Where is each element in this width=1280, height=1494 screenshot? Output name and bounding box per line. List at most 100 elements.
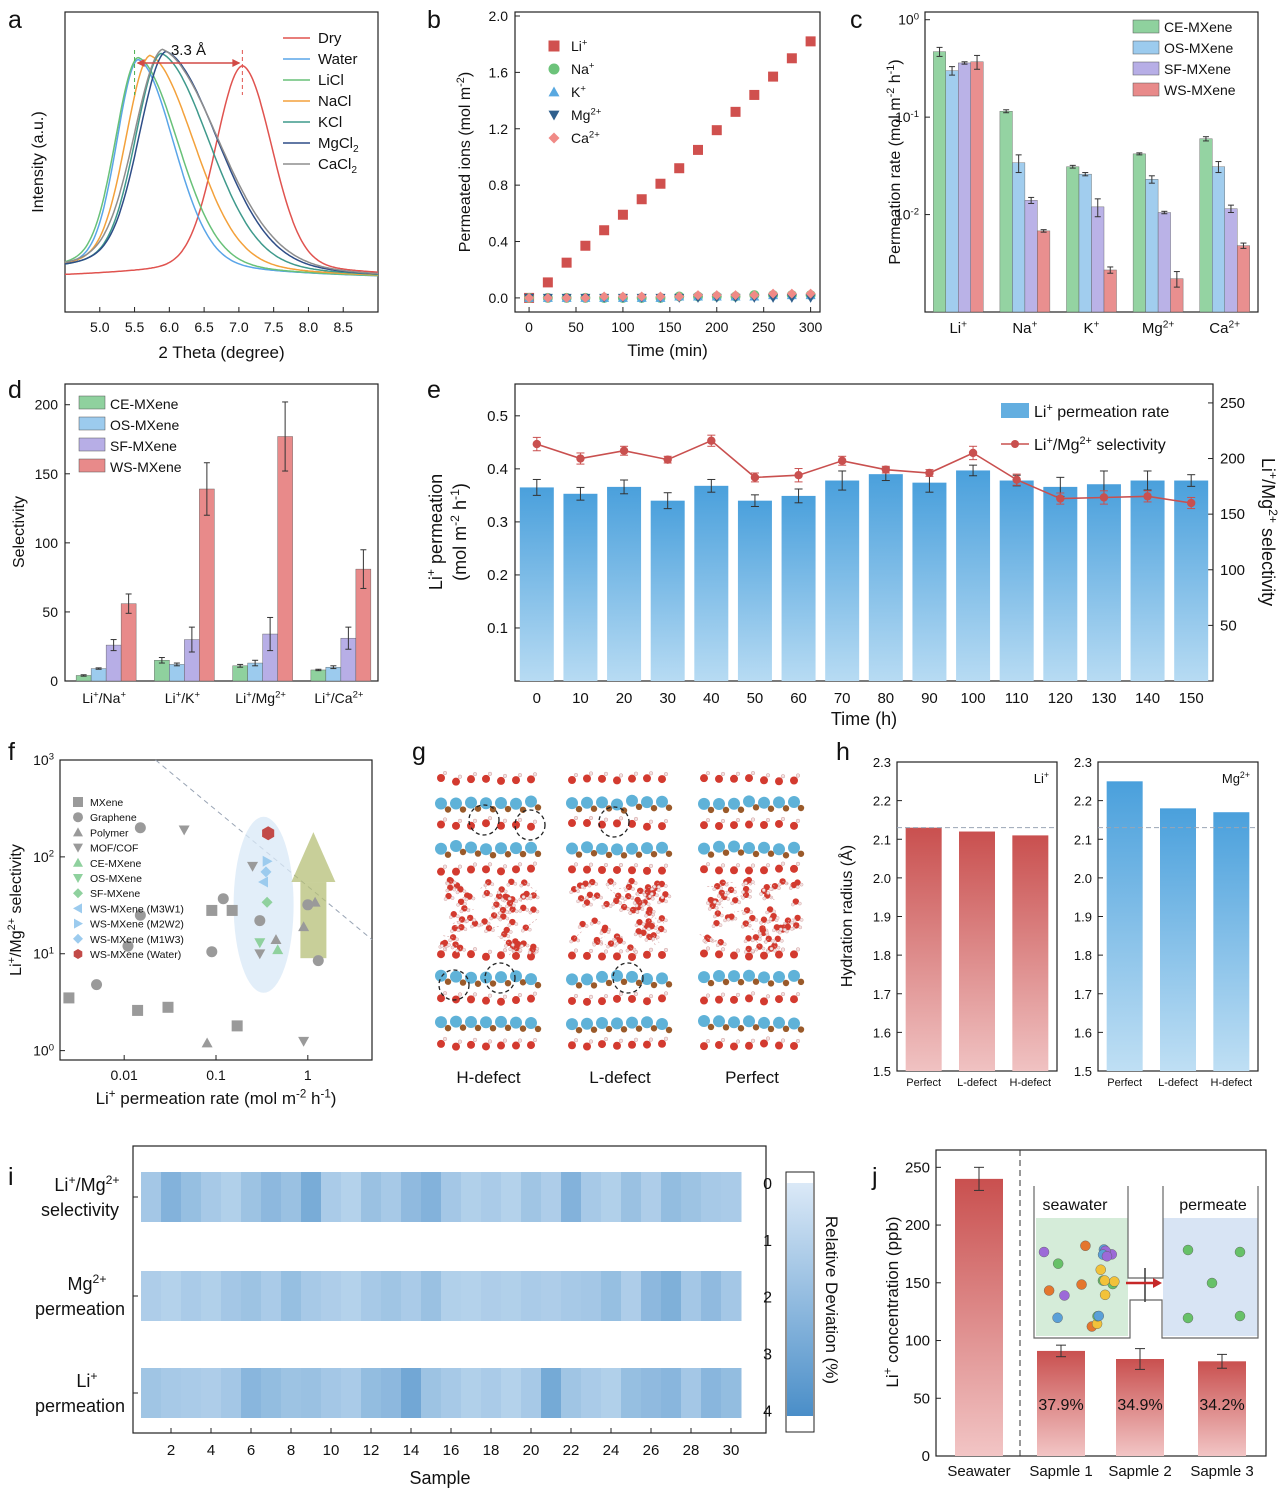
y-tick-label: 10-2 <box>895 206 919 222</box>
carbon-atom <box>767 980 775 987</box>
heatmap-cell <box>281 1271 302 1321</box>
oxygen-atom <box>715 866 723 875</box>
data-point <box>749 89 760 100</box>
hydrogen-bond <box>762 920 768 929</box>
water-hydrogen <box>749 910 753 915</box>
x-tick-label: 14 <box>403 1442 420 1459</box>
xrd-line-mgcl_2 <box>64 50 379 275</box>
ion-sphere <box>1076 1279 1087 1290</box>
x-tick-label: 30 <box>659 690 676 707</box>
titanium-atom <box>495 1015 507 1028</box>
oxygen-atom <box>715 995 723 1004</box>
heatmap-cell <box>201 1172 222 1222</box>
legend-label: WS-MXene <box>1164 82 1236 98</box>
data-point <box>162 1001 174 1013</box>
hydrogen-atom <box>765 817 771 823</box>
water-hydrogen <box>769 946 774 951</box>
heatmap-cell <box>481 1172 502 1222</box>
hydrogen-atom <box>603 949 609 954</box>
hydrogen-bond <box>610 881 616 889</box>
hydrogen-atom <box>472 992 478 997</box>
hydrogen-bond <box>712 939 721 943</box>
water-hydrogen <box>791 902 795 907</box>
heatmap-cell <box>621 1368 642 1418</box>
water-oxygen <box>466 893 473 900</box>
hydrogen-atom <box>663 991 669 996</box>
water-hydrogen <box>445 881 450 886</box>
heatmap-cell <box>581 1172 602 1222</box>
oxygen-atom <box>775 950 783 959</box>
water-hydrogen <box>754 918 759 922</box>
data-point <box>91 979 103 991</box>
hydrogen-bond <box>769 884 776 887</box>
data-point <box>542 277 553 288</box>
hydrogen-bond <box>763 938 769 943</box>
heatmap-cell <box>481 1368 502 1418</box>
water-hydrogen <box>503 889 508 894</box>
data-point <box>561 257 572 268</box>
carbon-atom <box>797 978 805 986</box>
water-hydrogen <box>726 891 730 895</box>
water-hydrogen <box>463 902 467 906</box>
plot-frame <box>64 11 379 313</box>
water-oxygen <box>616 937 624 944</box>
oxygen-atom <box>658 994 666 1003</box>
hydrogen-bond <box>637 891 648 897</box>
bar <box>868 474 903 681</box>
oxygen-atom <box>658 822 666 831</box>
hydrogen-atom <box>735 771 741 776</box>
legend-marker <box>1011 440 1019 448</box>
hydrogen-atom <box>633 816 639 821</box>
legend-marker <box>74 918 83 929</box>
water-hydrogen <box>742 911 746 916</box>
titanium-atom <box>626 794 638 807</box>
water-hydrogen <box>528 910 533 915</box>
bar <box>1198 1361 1246 1456</box>
hydrogen-atom <box>633 991 639 997</box>
heatmap-cell <box>641 1172 662 1222</box>
bar <box>310 669 327 682</box>
panel-i: Li+/Mg2+ selectivity Mg2+ permeation Li+ perm… <box>35 1145 841 1488</box>
hydrogen-atom <box>795 947 801 952</box>
water-hydrogen <box>498 911 502 915</box>
heatmap-cell <box>541 1172 562 1222</box>
water-hydrogen <box>775 916 780 920</box>
x-tick-label: Li+/K+ <box>165 690 201 706</box>
hydrogen-atom <box>750 863 756 868</box>
carbon-atom <box>504 805 512 813</box>
water-hydrogen <box>751 880 755 884</box>
oxygen-atom <box>775 819 783 828</box>
carbon-atom <box>752 850 760 858</box>
bar <box>169 664 185 682</box>
hydrogen-atom <box>705 946 711 951</box>
x-tick-label: 16 <box>443 1442 460 1459</box>
oxygen-atom <box>700 949 708 958</box>
oxygen-atom <box>583 774 591 783</box>
bar <box>120 603 137 682</box>
water-hydrogen <box>450 929 454 933</box>
water-hydrogen <box>504 944 508 948</box>
y-tick-label: 0.0 <box>489 290 509 306</box>
heatmap-row: Li+ permeation <box>35 1368 742 1418</box>
oxygen-atom <box>628 994 636 1003</box>
heatmap-cell <box>181 1271 202 1321</box>
hydrogen-atom <box>517 993 523 998</box>
y-axis-label: Intensity (a.u.) <box>30 111 47 212</box>
data-point <box>258 876 269 888</box>
carbon-atom <box>444 806 452 813</box>
selectivity-point <box>837 456 847 465</box>
hydrogen-atom <box>780 774 786 779</box>
titanium-atom <box>435 1016 447 1029</box>
water-oxygen <box>763 883 770 891</box>
water-hydrogen <box>660 895 665 900</box>
oxygen-atom <box>598 865 606 874</box>
carbon-atom <box>504 979 512 987</box>
water-hydrogen <box>608 904 613 908</box>
water-hydrogen <box>448 938 452 943</box>
titanium-atom <box>728 970 740 983</box>
water-hydrogen <box>455 937 459 942</box>
water-oxygen <box>461 905 468 912</box>
x-tick-label: 6 <box>247 1442 255 1459</box>
water-hydrogen <box>656 930 660 934</box>
water-hydrogen <box>713 914 717 919</box>
